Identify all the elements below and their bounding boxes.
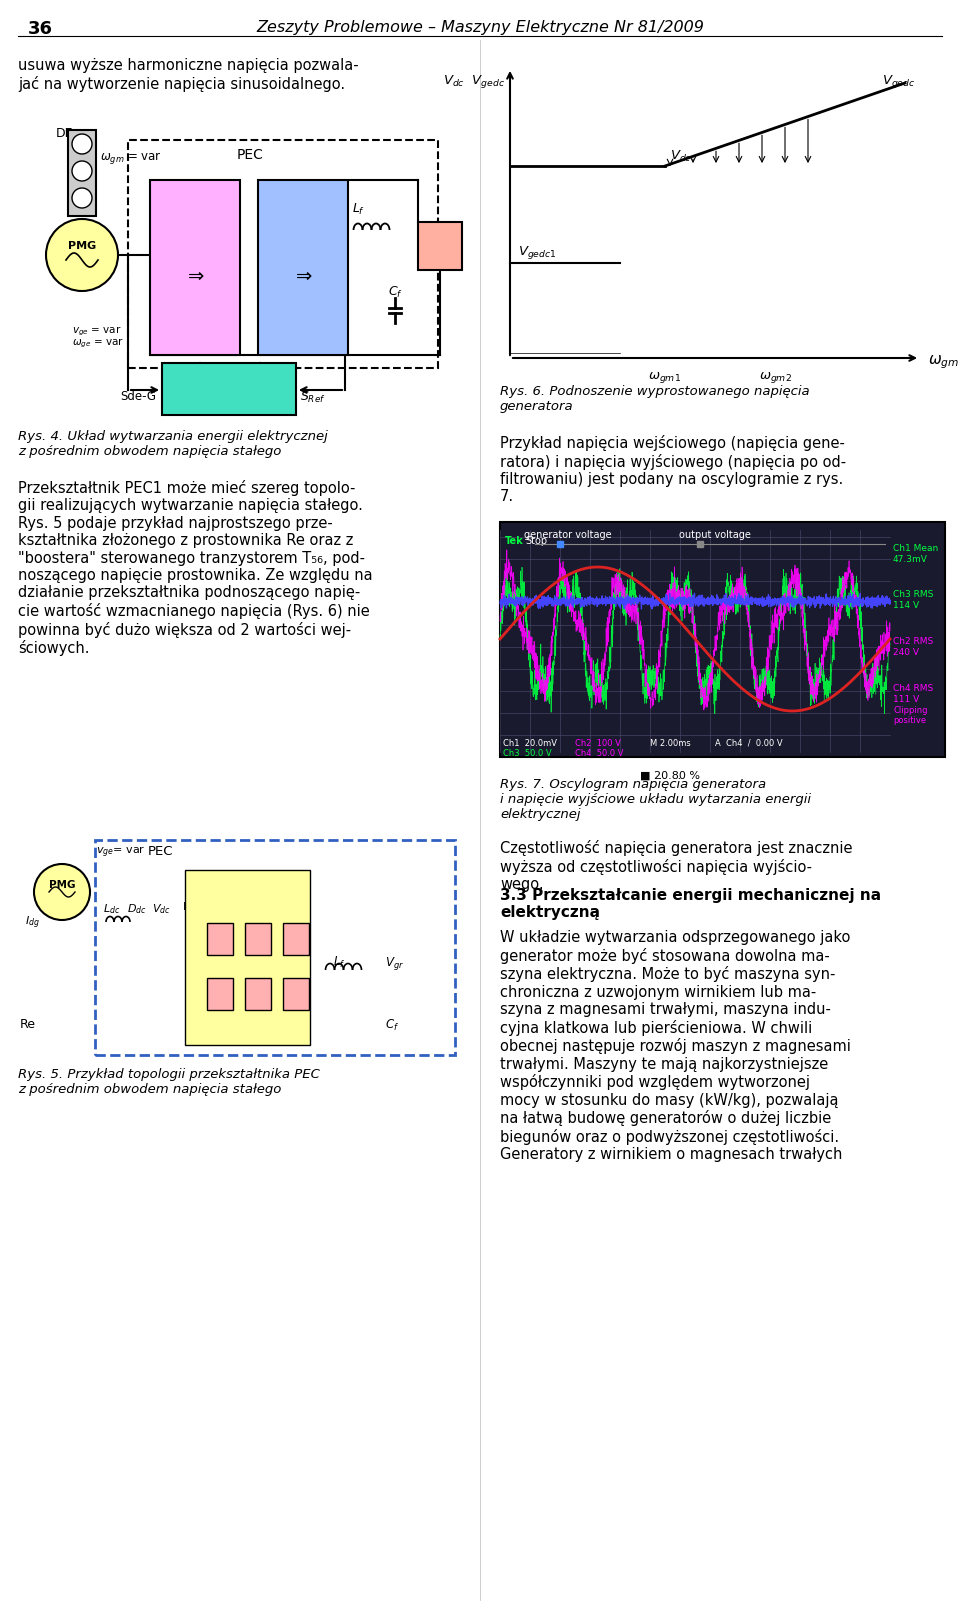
Text: $D_{dc}$: $D_{dc}$ (127, 903, 147, 916)
Text: Rys. 4. Układ wytwarzania energii elektrycznej
z pośrednim obwodem napięcia stał: Rys. 4. Układ wytwarzania energii elektr… (18, 430, 327, 458)
Text: Ch4 RMS: Ch4 RMS (893, 683, 933, 693)
Bar (95, 840, 455, 1054)
Text: GSC$\mu$: GSC$\mu$ (207, 395, 251, 414)
Text: $\Rightarrow$: $\Rightarrow$ (184, 266, 205, 284)
Text: $V_{dc}$: $V_{dc}$ (152, 903, 171, 916)
Text: ■ 20.80 %: ■ 20.80 % (640, 771, 700, 780)
Text: PEC2: PEC2 (285, 189, 321, 202)
Text: Tek: Tek (505, 537, 524, 546)
Circle shape (72, 161, 92, 181)
Text: Ch2  100 V: Ch2 100 V (575, 738, 621, 748)
Text: 240 V: 240 V (893, 648, 919, 658)
Bar (162, 363, 296, 414)
Text: 47.3mV: 47.3mV (893, 555, 928, 564)
Text: Rys. 7. Oscylogram napięcia generatora
i napięcie wyjściowe układu wytarzania en: Rys. 7. Oscylogram napięcia generatora i… (500, 779, 811, 821)
Text: $S_{Ref}$: $S_{Ref}$ (300, 390, 325, 405)
Text: Ch2 RMS: Ch2 RMS (893, 637, 933, 646)
Circle shape (72, 134, 92, 155)
Text: $v_{ge}$= var: $v_{ge}$= var (96, 845, 146, 861)
Text: Odb: Odb (427, 253, 453, 266)
Text: $V_{dc}$: $V_{dc}$ (670, 148, 692, 164)
Circle shape (72, 189, 92, 208)
Text: Ch1 Mean: Ch1 Mean (893, 543, 938, 553)
Bar (245, 924, 271, 954)
Text: $\omega_{ge}$ = var: $\omega_{ge}$ = var (72, 337, 124, 350)
Text: positive: positive (893, 716, 926, 725)
Bar (128, 140, 438, 368)
Text: $\omega_{gm2}$: $\omega_{gm2}$ (758, 371, 791, 385)
Text: $T_{dc}$: $T_{dc}$ (188, 1019, 205, 1032)
Text: PEC1: PEC1 (178, 189, 213, 202)
Bar (207, 978, 233, 1011)
Circle shape (46, 219, 118, 292)
Text: Zeszyty Problemowe – Maszyny Elektryczne Nr 81/2009: Zeszyty Problemowe – Maszyny Elektryczne… (256, 19, 704, 35)
Text: $v_{ge}$ = var: $v_{ge}$ = var (72, 326, 122, 339)
Text: output voltage: output voltage (679, 530, 751, 540)
Text: $\omega_{gm1}$: $\omega_{gm1}$ (649, 371, 682, 385)
Text: A  Ch4  /  0.00 V: A Ch4 / 0.00 V (715, 738, 782, 748)
Text: 3.3 Przekształcanie energii mechanicznej na
elektryczną: 3.3 Przekształcanie energii mechanicznej… (500, 888, 881, 920)
Text: $\Rightarrow$: $\Rightarrow$ (293, 266, 314, 284)
Bar (150, 181, 240, 355)
Text: $C_f$: $C_f$ (385, 1019, 399, 1033)
Text: $L_f$: $L_f$ (333, 954, 346, 970)
Text: $V_{gr}$: $V_{gr}$ (385, 954, 404, 972)
Bar (283, 924, 309, 954)
Text: Częstotliwość napięcia generatora jest znacznie
wyższa od częstotliwości napięci: Częstotliwość napięcia generatora jest z… (500, 840, 852, 891)
Text: $C_f$: $C_f$ (388, 285, 403, 300)
Text: PEC: PEC (148, 845, 174, 858)
Text: M 2.00ms: M 2.00ms (650, 738, 691, 748)
Bar (418, 222, 462, 269)
Text: Ch3 RMS: Ch3 RMS (893, 590, 933, 600)
Text: Stop: Stop (525, 537, 547, 546)
Text: $C_{dc}$: $C_{dc}$ (188, 967, 206, 982)
Text: $L_f$: $L_f$ (352, 202, 365, 218)
Text: PEC: PEC (236, 148, 263, 161)
Text: $V_{dc}$  $V_{gedc}$: $V_{dc}$ $V_{gedc}$ (443, 73, 505, 90)
Text: Przykład napięcia wejściowego (napięcia gene-
ratora) i napięcia wyjściowego (na: Przykład napięcia wejściowego (napięcia … (500, 435, 846, 505)
Text: Ch4  50.0 V: Ch4 50.0 V (575, 750, 623, 758)
Text: Ch1  20.0mV: Ch1 20.0mV (503, 738, 557, 748)
Text: $I_{dg}$: $I_{dg}$ (25, 916, 40, 932)
Bar (207, 924, 233, 954)
Text: $L_{dc}$: $L_{dc}$ (103, 903, 120, 916)
Bar (500, 522, 945, 758)
Text: usuwa wyższe harmoniczne napięcia pozwala-
jać na wytworzenie napięcia sinusoida: usuwa wyższe harmoniczne napięcia pozwal… (18, 58, 359, 92)
Text: Clipping: Clipping (893, 706, 927, 716)
Text: $V_{gedc1}$: $V_{gedc1}$ (518, 243, 557, 261)
Text: DE: DE (56, 127, 74, 140)
Text: Rys. 5. Przykład topologii przekształtnika PEC
z pośrednim obwodem napięcia stał: Rys. 5. Przykład topologii przekształtni… (18, 1069, 320, 1096)
Text: PMG: PMG (49, 880, 75, 890)
Circle shape (34, 864, 90, 920)
Text: Re: Re (20, 1019, 36, 1032)
Bar (283, 978, 309, 1011)
Bar (245, 978, 271, 1011)
Text: Ch3  50.0 V: Ch3 50.0 V (503, 750, 552, 758)
Text: 114 V: 114 V (893, 601, 919, 609)
Bar (68, 131, 96, 216)
Text: Rys. 6. Podnoszenie wyprostowanego napięcia
generatora: Rys. 6. Podnoszenie wyprostowanego napię… (500, 385, 809, 413)
Text: 36: 36 (28, 19, 53, 39)
Text: generator voltage: generator voltage (524, 530, 612, 540)
Text: Sde-G: Sde-G (120, 390, 156, 403)
Text: In: In (183, 903, 193, 912)
Text: $V_{DC}$: $V_{DC}$ (210, 326, 233, 340)
Text: W układzie wytwarzania odsprzegowanego jako
generator może być stosowana dowolna: W układzie wytwarzania odsprzegowanego j… (500, 930, 851, 1162)
Text: Przekształtnik PEC1 może mieć szereg topolo-
gii realizujących wytwarzanie napię: Przekształtnik PEC1 może mieć szereg top… (18, 480, 372, 656)
Text: 111 V: 111 V (893, 695, 920, 704)
Text: $\omega_{gm}$: $\omega_{gm}$ (928, 353, 959, 371)
Text: PMG: PMG (68, 242, 96, 251)
Bar (258, 181, 348, 355)
Bar (185, 870, 310, 1045)
Text: $\omega_{gm}$ = var: $\omega_{gm}$ = var (100, 150, 162, 166)
Text: $V_{gedc}$: $V_{gedc}$ (881, 73, 915, 90)
